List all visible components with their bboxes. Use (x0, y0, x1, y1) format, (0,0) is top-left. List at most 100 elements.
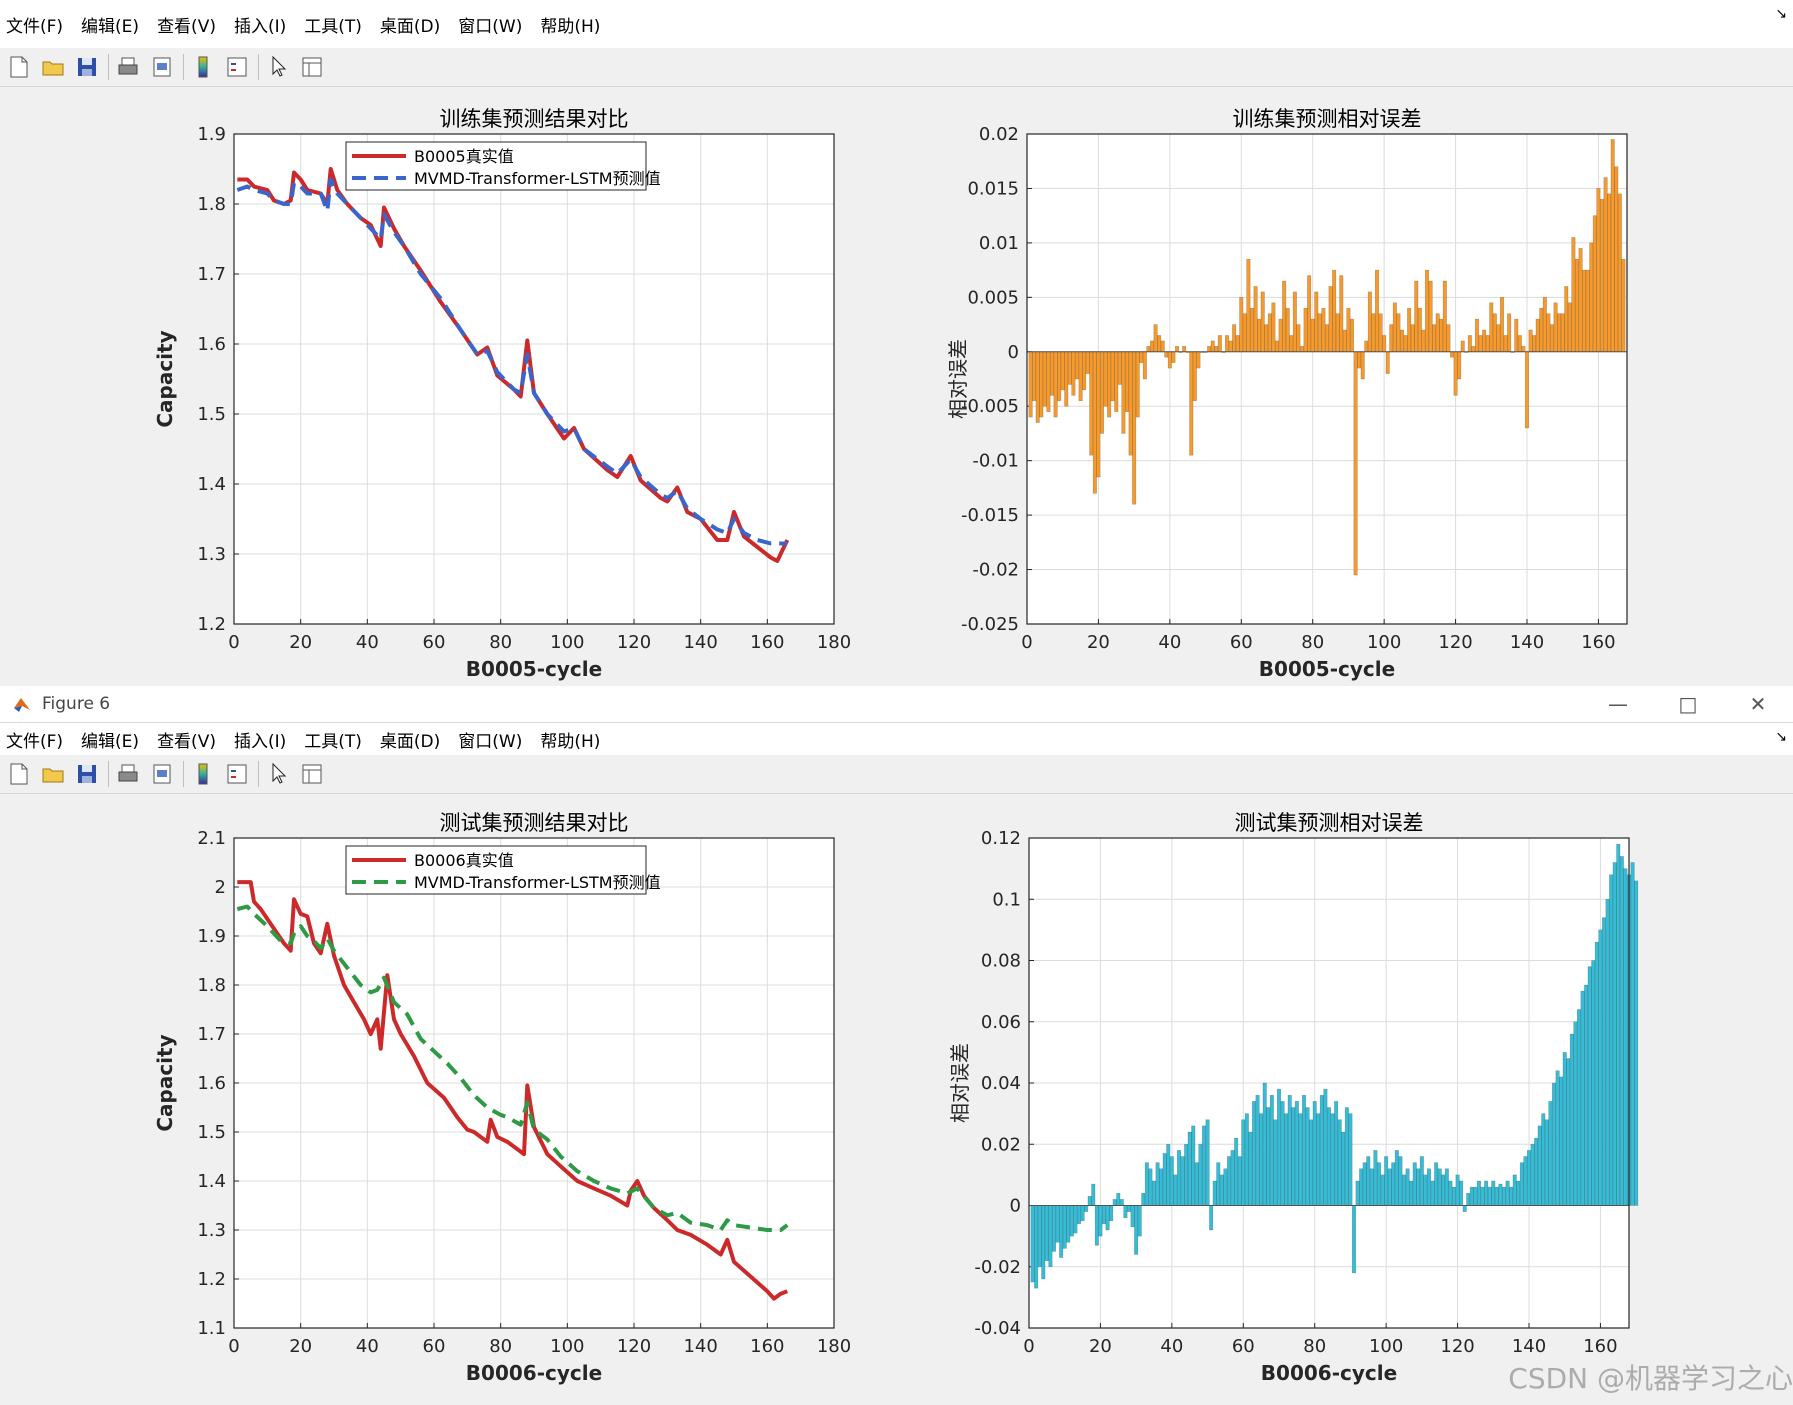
menu-item-3[interactable]: 插入(I) (233, 16, 287, 37)
print-preview-icon[interactable] (149, 761, 175, 787)
bar (1119, 1199, 1124, 1206)
y-tick-label: 1.8 (197, 194, 226, 215)
bar (1123, 1205, 1128, 1219)
bar (1610, 139, 1615, 353)
x-tick-label: 0 (228, 632, 239, 653)
bar (1112, 1199, 1117, 1206)
bar (1082, 351, 1087, 391)
bar (1035, 351, 1040, 423)
menu-item-7[interactable]: 帮助(H) (540, 731, 601, 752)
bar (1067, 351, 1072, 385)
legend: B0006真实值 MVMD-Transformer-LSTM预测值 (345, 845, 661, 895)
colorbar-icon[interactable] (190, 54, 216, 80)
bar (1174, 346, 1180, 353)
bar (1194, 1162, 1199, 1206)
bar (1401, 1174, 1407, 1206)
legend-entry-0: B0005真实值 (414, 147, 514, 166)
bar (1124, 351, 1130, 412)
bar (1357, 351, 1362, 369)
chart-title: 训练集预测结果对比 (440, 107, 629, 131)
y-tick-label: 0.08 (981, 951, 1021, 972)
y-tick-label: 1.9 (197, 124, 226, 145)
test-capacity-axes: 0 20 40 60 80 100 120 140 160 180 1.1 1.2 1.3 1.4 1.5 1… (153, 811, 851, 1385)
menu-item-4[interactable]: 工具(T) (304, 731, 362, 752)
menu-item-2[interactable]: 查看(V) (157, 16, 216, 37)
close-button[interactable]: ✕ (1749, 692, 1767, 716)
bar (1373, 1150, 1378, 1206)
y-tick-label: 0.01 (979, 233, 1019, 254)
bar (1532, 335, 1537, 353)
x-tick-label: 140 (683, 632, 717, 653)
menu-item-4[interactable]: 工具(T) (304, 16, 362, 37)
bar (1474, 318, 1480, 353)
minimize-button[interactable]: — (1608, 692, 1628, 716)
bar (1394, 1150, 1399, 1206)
bar (1503, 335, 1508, 353)
bar (1049, 351, 1055, 396)
property-inspector-icon[interactable] (299, 54, 325, 80)
open-folder-icon[interactable] (40, 54, 66, 80)
bar (1317, 313, 1322, 353)
bar (1587, 966, 1592, 1206)
bar (1030, 1205, 1035, 1283)
bar (1491, 1180, 1496, 1206)
legend-icon[interactable] (224, 761, 250, 787)
menu-item-6[interactable]: 窗口(W) (458, 731, 523, 752)
pointer-icon[interactable] (265, 761, 291, 787)
bar (1462, 1205, 1467, 1212)
bar (1032, 351, 1037, 402)
x-tick-label: 100 (550, 1336, 584, 1357)
menu-item-2[interactable]: 查看(V) (157, 731, 216, 752)
bar (1467, 335, 1472, 353)
pointer-icon[interactable] (265, 54, 291, 80)
menu-item-5[interactable]: 桌面(D) (379, 731, 441, 752)
bars (1028, 139, 1626, 576)
bar (1135, 351, 1140, 418)
maximize-button[interactable]: □ (1678, 692, 1698, 716)
x-tick-label: 120 (1438, 632, 1472, 653)
colorbar-icon[interactable] (190, 761, 216, 787)
print-preview-icon[interactable] (149, 54, 175, 80)
save-icon[interactable] (74, 761, 100, 787)
bar (1498, 1183, 1503, 1206)
bar (1232, 324, 1237, 353)
open-folder-icon[interactable] (40, 761, 66, 787)
dock-arrow-icon[interactable]: ↘ (1775, 6, 1787, 22)
menu-item-3[interactable]: 插入(I) (233, 731, 287, 752)
menu-item-1[interactable]: 编辑(E) (81, 16, 140, 37)
y-tick-label: 2 (215, 877, 226, 898)
bar (1246, 258, 1251, 353)
print-icon[interactable] (115, 54, 141, 80)
menu-item-0[interactable]: 文件(F) (6, 16, 64, 37)
bar (1242, 313, 1247, 353)
bar (1298, 1113, 1303, 1206)
menu-item-5[interactable]: 桌面(D) (379, 16, 441, 37)
dock-arrow-icon[interactable]: ↘ (1775, 729, 1787, 745)
x-tick-label: 140 (683, 1336, 717, 1357)
csdn-watermark: CSDN @机器学习之心 (1508, 1362, 1793, 1395)
bar (1362, 1162, 1367, 1206)
y-tick-label: -0.005 (961, 396, 1019, 417)
y-axis-label: Capacity (153, 1034, 177, 1131)
save-icon[interactable] (74, 54, 100, 80)
menu-item-6[interactable]: 窗口(W) (458, 16, 523, 37)
bar (1117, 351, 1122, 385)
bar (1537, 1125, 1542, 1206)
bar (1091, 1183, 1096, 1206)
new-file-icon[interactable] (6, 54, 32, 80)
bar (1416, 1168, 1421, 1206)
y-tick-label: -0.01 (972, 451, 1019, 472)
new-file-icon[interactable] (6, 761, 32, 787)
menu-item-1[interactable]: 编辑(E) (81, 731, 140, 752)
bar (1596, 188, 1601, 353)
bar (1307, 275, 1312, 353)
x-tick-label: 20 (1087, 632, 1110, 653)
property-inspector-icon[interactable] (299, 761, 325, 787)
menu-item-7[interactable]: 帮助(H) (540, 16, 601, 37)
bar (1074, 351, 1080, 380)
menu-item-0[interactable]: 文件(F) (6, 731, 64, 752)
print-icon[interactable] (115, 761, 141, 787)
legend-icon[interactable] (224, 54, 250, 80)
bar (1214, 346, 1219, 353)
chart-title: 训练集预测相对误差 (1233, 107, 1422, 131)
